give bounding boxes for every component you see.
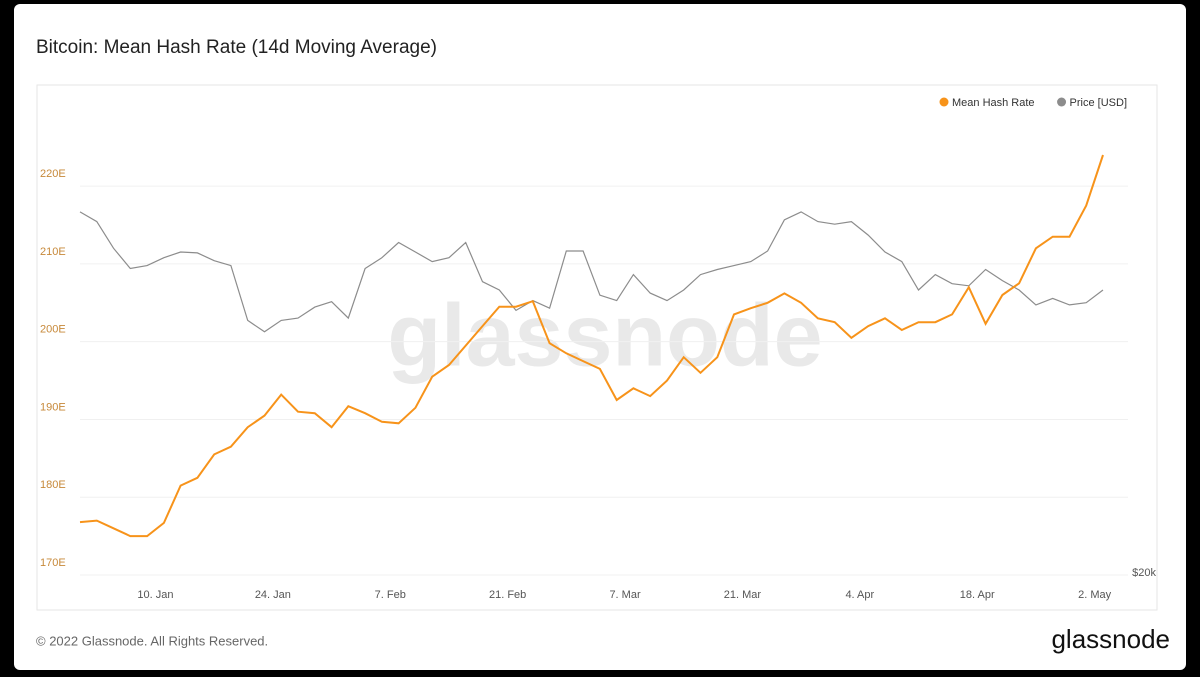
card (14, 4, 1186, 670)
legend-marker (939, 97, 949, 107)
x-tick-label: 24. Jan (255, 589, 291, 601)
y-tick-label: 220E (40, 168, 66, 180)
y-tick-label: 180E (40, 479, 66, 491)
x-tick-label: 7. Mar (609, 589, 641, 601)
x-tick-label: 2. May (1078, 589, 1112, 601)
legend-marker (1057, 97, 1067, 107)
x-tick-label: 21. Mar (724, 589, 762, 601)
chart-title: Bitcoin: Mean Hash Rate (14d Moving Aver… (36, 37, 437, 58)
x-tick-label: 10. Jan (137, 589, 173, 601)
legend-label: Mean Hash Rate (952, 97, 1035, 109)
x-tick-label: 21. Feb (489, 589, 526, 601)
series-line (79, 154, 1104, 538)
y-tick-label: 200E (40, 324, 66, 336)
watermark: glassnode (387, 285, 822, 384)
y2-tick-label: $20k (1132, 567, 1156, 579)
x-tick-label: 4. Apr (845, 589, 874, 601)
x-tick-label: 7. Feb (375, 589, 406, 601)
plot-frame (36, 84, 1158, 611)
footer: © 2022 Glassnode. All Rights Reserved. (36, 633, 268, 648)
series-line (79, 211, 1104, 333)
logo: glassnode (1051, 624, 1170, 654)
x-tick-label: 18. Apr (960, 589, 995, 601)
legend-label: Price [USD] (1070, 97, 1127, 109)
y-tick-label: 170E (40, 557, 66, 569)
y-tick-label: 190E (40, 401, 66, 413)
y-tick-label: 210E (40, 246, 66, 258)
